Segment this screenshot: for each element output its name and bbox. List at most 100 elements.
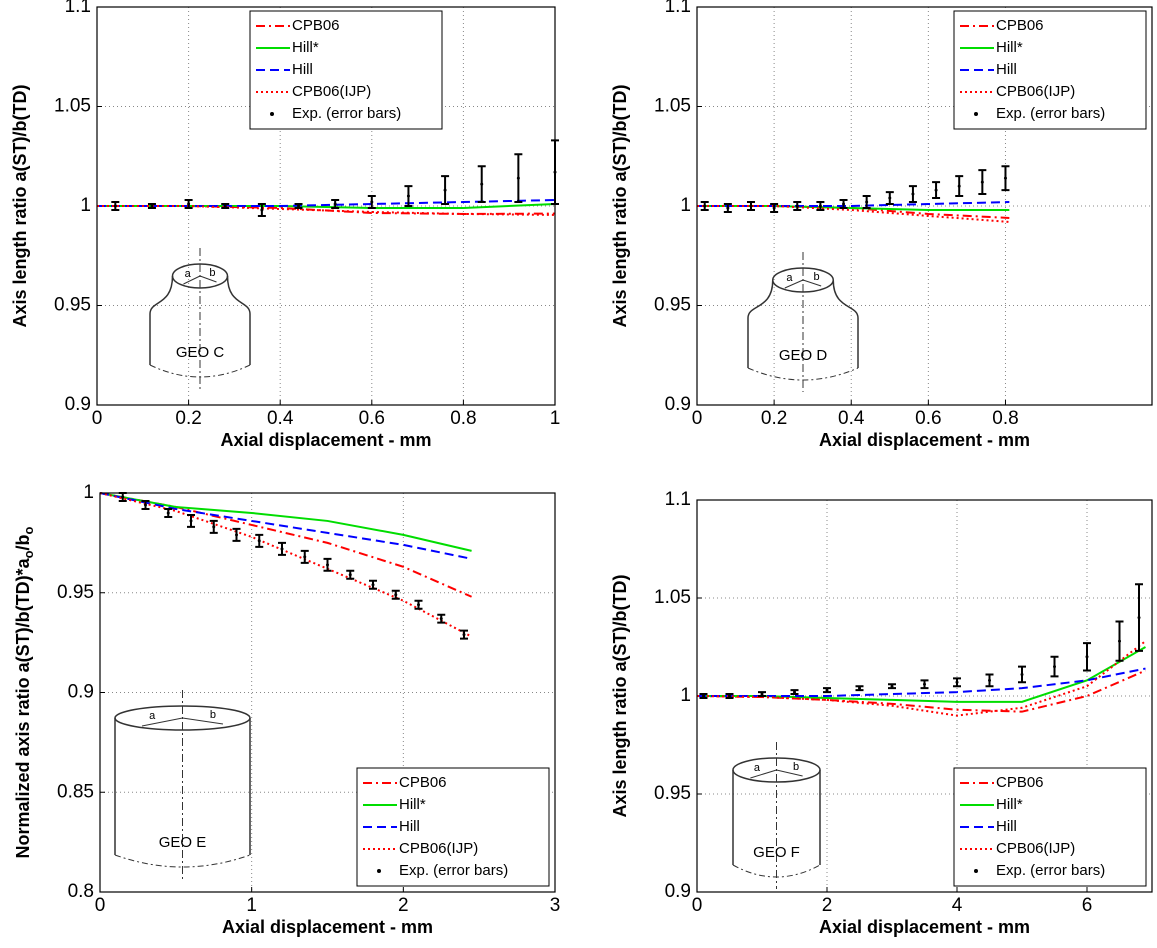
y-tick-label: 0.95	[54, 295, 91, 316]
exp-point	[1118, 639, 1121, 643]
inset-a: a	[185, 268, 192, 280]
legend-label: CPB06(IJP)	[292, 83, 371, 100]
inset-arrows	[750, 769, 803, 779]
inset-arrows	[183, 275, 217, 285]
series-line	[697, 201, 1010, 207]
legend-label: Hill*	[996, 796, 1023, 813]
y-tick-label: 1	[680, 195, 691, 216]
exp-point	[760, 692, 764, 696]
legend-label: Exp. (error bars)	[399, 862, 508, 879]
x-tick-label: 0.2	[761, 408, 787, 429]
series-line	[99, 492, 472, 552]
exp-point	[370, 200, 374, 204]
x-tick-label: 0.8	[992, 408, 1018, 429]
exp-point	[772, 206, 776, 210]
x-axis-label: Axial displacement - mm	[220, 430, 431, 450]
legend-label: Hill*	[996, 39, 1023, 56]
geometry-inset: GEO D a b	[747, 252, 859, 392]
legend-box	[953, 767, 1147, 887]
exp-point	[443, 188, 447, 192]
x-tick-label: 2	[822, 895, 833, 916]
axes-frame	[696, 6, 1153, 406]
x-tick-label: 0.6	[915, 408, 941, 429]
exp-point	[113, 204, 117, 208]
inset-bottom	[114, 854, 251, 868]
legend-box	[953, 10, 1147, 130]
exp-point	[480, 182, 484, 186]
y-tick-label: 0.95	[654, 295, 691, 316]
exp-point	[988, 678, 991, 682]
y-axis-label-part: /b	[13, 534, 33, 550]
y-axis-label: Axis length ratio a(ST)/b(TD)	[610, 84, 630, 327]
exp-point	[187, 202, 191, 206]
y-tick-label: 1.1	[665, 0, 691, 17]
exp-point	[406, 194, 410, 198]
exp-point	[223, 204, 227, 208]
legend-label: Hill*	[399, 796, 426, 813]
inset-arrows	[141, 717, 224, 727]
exp-point	[728, 694, 731, 698]
exp-point	[144, 503, 147, 507]
inset-a: a	[754, 762, 761, 774]
x-tick-label: 0	[95, 895, 106, 916]
exp-point	[150, 204, 154, 208]
legend-label: CPB06(IJP)	[996, 83, 1075, 100]
exp-point	[333, 202, 337, 206]
series-line	[696, 640, 1147, 717]
exp-point	[1137, 616, 1141, 620]
y-axis-label-part: Normalized axis ratio a(ST)/b(TD)*a	[13, 557, 33, 858]
inset-sides	[747, 318, 859, 368]
inset-b: b	[793, 761, 799, 773]
exp-point	[462, 633, 466, 637]
x-tick-label: 1	[246, 895, 257, 916]
exp-point	[439, 617, 443, 621]
exp-point	[260, 208, 264, 212]
inset-arrows	[784, 279, 822, 289]
exp-point	[702, 694, 705, 698]
exp-point	[1053, 665, 1056, 669]
y-tick-label: 0.9	[65, 394, 91, 415]
geometry-inset: GEO C a b	[149, 248, 251, 389]
x-tick-label: 0	[692, 895, 703, 916]
legend-label: CPB06	[996, 17, 1044, 34]
exp-point	[818, 204, 822, 208]
legend-swatch	[974, 869, 978, 873]
x-tick-label: 4	[952, 895, 963, 916]
y-tick-label: 1.05	[654, 96, 691, 117]
exp-point	[1085, 655, 1089, 659]
exp-point	[934, 188, 938, 192]
inset-label: GEO F	[753, 844, 800, 861]
series-line	[97, 205, 556, 216]
exp-point	[858, 686, 861, 690]
series-line	[99, 492, 472, 598]
y-tick-label: 1	[83, 482, 94, 503]
legend-label: Exp. (error bars)	[292, 105, 401, 122]
inset-b: b	[210, 709, 216, 721]
y-axis-label-part: o	[21, 550, 36, 558]
x-tick-label: 0	[692, 408, 703, 429]
series-line	[697, 205, 1010, 223]
exp-point	[923, 682, 926, 686]
x-tick-label: 0.8	[450, 408, 476, 429]
y-axis-label: Normalized axis ratio a(ST)/b(TD)*ao/bo	[13, 526, 37, 858]
y-tick-label: 0.9	[68, 682, 94, 703]
exp-point	[749, 204, 753, 208]
legend-label: Hill	[996, 61, 1017, 78]
series-line	[99, 492, 473, 638]
exp-point	[280, 547, 284, 551]
legend-swatch	[270, 112, 274, 116]
exp-point	[257, 539, 261, 543]
exp-point	[795, 204, 799, 208]
legend-label: CPB06(IJP)	[996, 840, 1075, 857]
exp-point	[121, 495, 125, 499]
inset-a: a	[149, 710, 156, 722]
exp-point	[888, 196, 892, 200]
legend-label: Hill	[399, 818, 420, 835]
exp-point	[955, 680, 959, 684]
exp-point	[212, 525, 216, 529]
series-line	[696, 669, 1146, 713]
y-tick-label: 0.8	[68, 881, 94, 902]
y-tick-label: 0.9	[665, 394, 691, 415]
exp-point	[1003, 176, 1007, 180]
exp-point	[980, 180, 984, 184]
